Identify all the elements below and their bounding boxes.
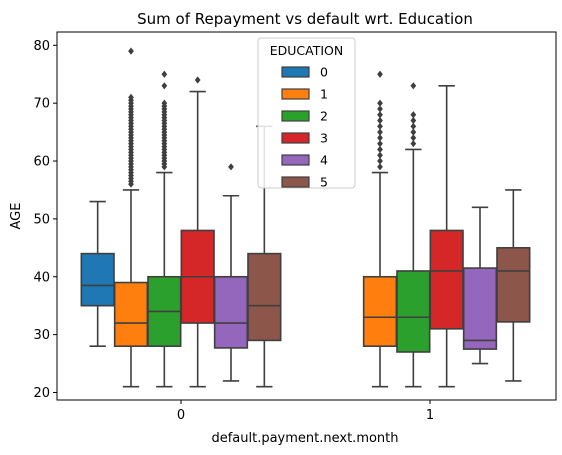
legend-swatch [281, 132, 310, 144]
x-axis-label: default.payment.next.month [211, 431, 398, 446]
legend-item-5: 5 [281, 175, 328, 190]
legend-swatch [281, 66, 310, 78]
box-iqr [213, 275, 249, 349]
outlier-point [410, 140, 417, 148]
box-edu-3-default-1 [429, 85, 464, 388]
outlier-point [377, 140, 383, 148]
legend-item-2: 2 [281, 109, 328, 124]
outlier-point [228, 163, 234, 171]
y-tick-label: 70 [33, 97, 50, 112]
box-edu-1-default-0 [113, 47, 149, 388]
legend-label: 1 [320, 87, 328, 102]
outlier-point [377, 105, 383, 113]
legend-swatch [281, 176, 310, 188]
y-axis-label: AGE [9, 203, 24, 230]
plot-frame [56, 31, 557, 401]
x-tick-label: 0 [177, 408, 185, 423]
legend-item-1: 1 [281, 87, 328, 102]
legend-swatch [281, 154, 310, 166]
box-edu-1-default-1 [362, 70, 398, 388]
outlier-point [377, 163, 383, 171]
outlier-point [377, 116, 383, 125]
box-edu-5-default-0 [247, 125, 282, 388]
outlier-point [128, 47, 134, 55]
outlier-point [161, 70, 168, 78]
outlier-point [377, 122, 383, 130]
y-tick-label: 80 [33, 39, 50, 54]
x-tick-label: 1 [426, 408, 434, 423]
legend-item-3: 3 [281, 131, 328, 146]
outlier-point [410, 134, 417, 142]
y-tick-label: 20 [33, 386, 50, 401]
y-tick-label: 50 [33, 212, 50, 227]
outlier-point [410, 116, 417, 125]
legend-label: 0 [320, 65, 328, 80]
box-edu-4-default-0 [213, 163, 249, 382]
legend-swatch [281, 110, 310, 122]
outlier-point [377, 99, 383, 107]
outlier-point [377, 128, 383, 136]
legend-item-0: 0 [281, 65, 328, 80]
box-iqr [247, 252, 282, 342]
box-edu-0-default-0 [80, 200, 115, 347]
box-edu-5-default-1 [496, 189, 531, 382]
outlier-point [377, 157, 383, 165]
box-iqr [396, 270, 431, 353]
box-iqr [462, 267, 498, 350]
legend-title: EDUCATION [270, 43, 344, 58]
outlier-point [377, 134, 383, 142]
outlier-point [410, 111, 417, 119]
box-edu-4-default-1 [462, 206, 498, 365]
outlier-point [377, 151, 383, 159]
outlier-point [410, 82, 417, 90]
outlier-point [377, 70, 383, 78]
legend-label: 3 [320, 131, 328, 146]
outlier-point [161, 99, 168, 107]
outlier-point [377, 145, 383, 154]
box-edu-2-default-1 [396, 82, 431, 388]
box-edu-3-default-0 [180, 76, 215, 388]
box-iqr [113, 281, 149, 347]
chart-title: Sum of Repayment vs default wrt. Educati… [137, 10, 473, 28]
y-tick-label: 40 [33, 270, 50, 285]
legend-swatch [281, 88, 310, 100]
legend-label: 5 [320, 175, 328, 190]
y-tick-label: 60 [33, 155, 50, 170]
legend-item-4: 4 [281, 153, 328, 168]
outlier-point [161, 82, 168, 90]
outlier-point [194, 76, 201, 84]
box-iqr [80, 252, 115, 307]
legend-label: 2 [320, 109, 328, 124]
box-iqr [496, 247, 531, 323]
outlier-point [410, 128, 417, 136]
legend: EDUCATION 0 1 2 3 4 5 [257, 37, 356, 190]
outlier-point [128, 93, 134, 101]
y-tick-label: 30 [33, 328, 50, 343]
box-iqr [362, 275, 398, 347]
outlier-point [410, 122, 417, 130]
outlier-point [377, 111, 383, 119]
box-iqr [429, 229, 464, 330]
legend-label: 4 [320, 153, 328, 168]
box-edu-2-default-0 [147, 70, 182, 388]
